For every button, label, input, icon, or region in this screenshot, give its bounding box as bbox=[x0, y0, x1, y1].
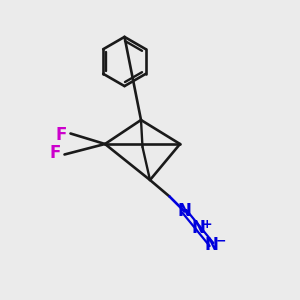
Text: +: + bbox=[202, 218, 212, 231]
Text: N: N bbox=[205, 236, 218, 253]
Text: F: F bbox=[56, 126, 67, 144]
Text: N: N bbox=[178, 202, 191, 220]
Text: −: − bbox=[215, 234, 226, 247]
Text: F: F bbox=[50, 144, 61, 162]
Text: N: N bbox=[191, 219, 205, 237]
